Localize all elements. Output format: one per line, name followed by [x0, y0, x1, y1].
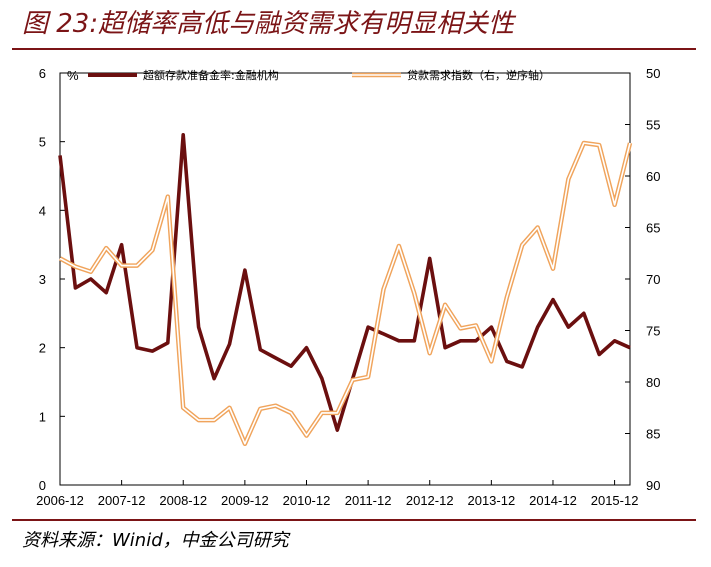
figure-title: 图 23:超储率高低与融资需求有明显相关性 [22, 9, 515, 39]
right-tick-label-6: 80 [646, 375, 660, 390]
x-tick-label-2: 2008-12 [159, 493, 207, 508]
left-tick-label-4: 4 [39, 203, 46, 218]
right-tick-label-3: 65 [646, 221, 660, 236]
x-tick-label-1: 2007-12 [98, 493, 146, 508]
figure-source: 资料来源：Winid，中金公司研究 [22, 530, 289, 551]
x-tick-label-9: 2015-12 [591, 493, 639, 508]
series-layer [58, 133, 633, 447]
left-tick-label-3: 3 [39, 272, 46, 287]
left-tick-label-2: 2 [39, 341, 46, 356]
x-tick-label-0: 2006-12 [36, 493, 84, 508]
right-axis: 50 55 60 65 70 75 80 85 90 [625, 66, 660, 493]
right-tick-label-1: 55 [646, 118, 660, 133]
x-tick-label-8: 2014-12 [529, 493, 577, 508]
title-divider [12, 48, 696, 50]
left-tick-label-6: 6 [39, 66, 46, 81]
right-tick-label-0: 50 [646, 66, 660, 81]
x-tick-label-5: 2011-12 [345, 493, 392, 508]
series-loan-demand-line-core [59, 142, 631, 445]
right-tick-label-7: 85 [646, 427, 660, 442]
legend: 超额存款准备金率:金融机构 贷款需求指数（右，逆序轴） [88, 68, 550, 82]
source-divider [12, 519, 696, 521]
x-tick-label-6: 2012-12 [406, 493, 454, 508]
series-reserve-ratio-line [58, 133, 631, 432]
series-loan-demand-line [58, 140, 633, 447]
x-tick-label-4: 2010-12 [283, 493, 331, 508]
right-tick-label-4: 70 [646, 272, 660, 287]
legend-label-reserve-ratio: 超额存款准备金率:金融机构 [143, 68, 279, 82]
x-axis: 2006-12 2007-12 2008-12 2009-12 2010-12 2011-… [36, 480, 638, 508]
right-tick-label-8: 90 [646, 478, 660, 493]
left-tick-label-1: 1 [39, 409, 46, 424]
x-tick-label-3: 2009-12 [221, 493, 269, 508]
right-tick-label-2: 60 [646, 169, 660, 184]
legend-label-loan-demand: 贷款需求指数（右，逆序轴） [407, 68, 550, 82]
plot-frame [59, 72, 631, 486]
left-axis: 0 1 2 3 4 5 6 [39, 66, 65, 493]
x-tick-label-7: 2013-12 [467, 493, 515, 508]
right-tick-label-5: 75 [646, 324, 660, 339]
left-tick-label-5: 5 [39, 135, 46, 150]
left-axis-unit: % [67, 68, 79, 83]
left-tick-label-0: 0 [39, 478, 46, 493]
